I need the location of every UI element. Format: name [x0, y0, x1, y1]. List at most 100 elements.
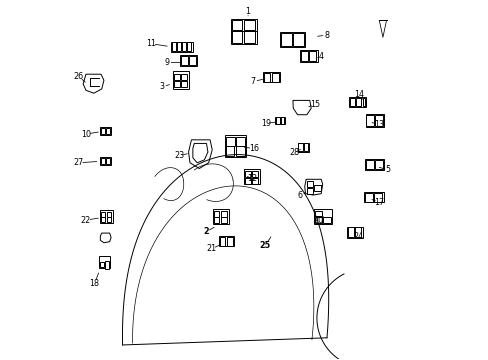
FancyBboxPatch shape [364, 192, 383, 202]
FancyBboxPatch shape [188, 56, 195, 65]
Text: 27: 27 [74, 158, 84, 167]
Text: 1: 1 [245, 7, 250, 16]
Text: 16: 16 [248, 144, 258, 153]
FancyBboxPatch shape [180, 55, 197, 66]
FancyBboxPatch shape [225, 136, 235, 145]
FancyBboxPatch shape [244, 20, 254, 30]
FancyBboxPatch shape [244, 171, 250, 177]
FancyBboxPatch shape [101, 212, 105, 217]
FancyBboxPatch shape [221, 217, 227, 223]
FancyBboxPatch shape [220, 237, 224, 246]
FancyBboxPatch shape [275, 117, 279, 124]
FancyBboxPatch shape [346, 226, 362, 238]
FancyBboxPatch shape [219, 236, 234, 246]
Text: 3: 3 [159, 82, 164, 91]
FancyBboxPatch shape [244, 169, 259, 184]
FancyBboxPatch shape [308, 51, 316, 61]
Text: 28: 28 [288, 148, 299, 157]
Polygon shape [304, 179, 322, 195]
FancyBboxPatch shape [173, 71, 188, 89]
FancyBboxPatch shape [348, 97, 365, 107]
Polygon shape [83, 74, 104, 93]
FancyBboxPatch shape [174, 81, 180, 87]
FancyBboxPatch shape [104, 261, 109, 269]
FancyBboxPatch shape [232, 20, 242, 30]
FancyBboxPatch shape [373, 193, 382, 202]
FancyBboxPatch shape [101, 158, 105, 164]
FancyBboxPatch shape [300, 50, 317, 62]
FancyBboxPatch shape [252, 178, 258, 184]
FancyBboxPatch shape [347, 227, 353, 237]
FancyBboxPatch shape [271, 73, 278, 82]
FancyBboxPatch shape [106, 212, 111, 217]
FancyBboxPatch shape [298, 143, 302, 151]
Text: 13: 13 [374, 120, 384, 129]
FancyBboxPatch shape [213, 217, 219, 223]
FancyBboxPatch shape [180, 56, 187, 65]
FancyBboxPatch shape [323, 217, 330, 223]
FancyBboxPatch shape [224, 135, 246, 157]
Text: 9: 9 [164, 58, 169, 67]
FancyBboxPatch shape [362, 98, 364, 106]
FancyBboxPatch shape [263, 72, 280, 82]
FancyBboxPatch shape [274, 117, 285, 125]
FancyBboxPatch shape [181, 81, 187, 87]
FancyBboxPatch shape [174, 74, 180, 80]
FancyBboxPatch shape [99, 256, 110, 268]
Text: 18: 18 [89, 279, 100, 288]
FancyBboxPatch shape [187, 42, 191, 51]
Text: 14: 14 [353, 90, 364, 99]
Text: 24: 24 [353, 232, 363, 241]
FancyBboxPatch shape [314, 210, 331, 224]
Text: 17: 17 [373, 198, 384, 207]
FancyBboxPatch shape [226, 237, 233, 246]
Text: 23: 23 [174, 151, 184, 160]
FancyBboxPatch shape [244, 31, 254, 43]
Text: 11: 11 [146, 39, 156, 48]
FancyBboxPatch shape [374, 160, 382, 169]
FancyBboxPatch shape [349, 98, 354, 106]
FancyBboxPatch shape [264, 73, 270, 82]
FancyBboxPatch shape [177, 42, 181, 51]
FancyBboxPatch shape [181, 74, 187, 80]
FancyBboxPatch shape [293, 33, 304, 45]
FancyBboxPatch shape [252, 171, 258, 177]
FancyBboxPatch shape [172, 42, 176, 51]
Text: 10: 10 [81, 130, 91, 139]
FancyBboxPatch shape [301, 51, 307, 61]
FancyBboxPatch shape [101, 128, 105, 134]
FancyBboxPatch shape [106, 158, 110, 164]
FancyBboxPatch shape [100, 210, 112, 223]
Text: 8: 8 [324, 31, 329, 40]
FancyBboxPatch shape [297, 143, 308, 152]
FancyBboxPatch shape [235, 146, 244, 156]
FancyBboxPatch shape [221, 211, 227, 217]
FancyBboxPatch shape [101, 217, 105, 222]
Polygon shape [292, 100, 310, 115]
FancyBboxPatch shape [212, 209, 228, 224]
FancyBboxPatch shape [100, 157, 111, 165]
FancyBboxPatch shape [244, 178, 250, 184]
FancyBboxPatch shape [235, 136, 244, 145]
Text: 22: 22 [81, 216, 91, 225]
Text: 19: 19 [261, 119, 270, 128]
Text: 4: 4 [318, 52, 323, 61]
FancyBboxPatch shape [303, 143, 307, 151]
FancyBboxPatch shape [365, 160, 373, 169]
FancyBboxPatch shape [375, 115, 383, 126]
Text: 5: 5 [385, 166, 390, 175]
FancyBboxPatch shape [230, 19, 256, 44]
Polygon shape [188, 140, 212, 168]
Polygon shape [192, 143, 207, 163]
Text: 15: 15 [310, 100, 320, 109]
Polygon shape [100, 233, 111, 243]
FancyBboxPatch shape [225, 146, 234, 156]
FancyBboxPatch shape [171, 41, 193, 51]
FancyBboxPatch shape [366, 115, 373, 126]
FancyBboxPatch shape [365, 114, 384, 127]
FancyBboxPatch shape [314, 217, 321, 223]
FancyBboxPatch shape [182, 42, 186, 51]
Text: 12: 12 [247, 174, 257, 183]
FancyBboxPatch shape [354, 227, 361, 237]
FancyBboxPatch shape [306, 181, 312, 187]
